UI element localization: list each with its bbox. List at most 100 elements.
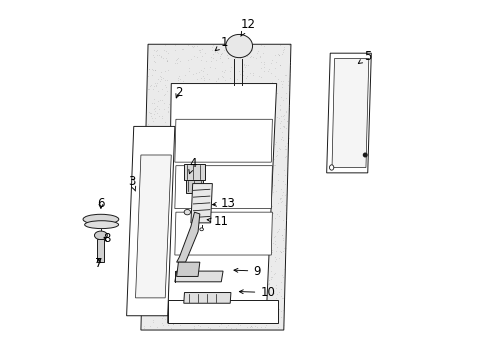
Point (239, 110, 246, 116)
Point (274, 306, 282, 312)
Point (261, 315, 268, 321)
Point (162, 230, 170, 235)
Point (224, 42, 231, 48)
Point (215, 140, 223, 146)
Point (272, 296, 280, 301)
Point (230, 99, 238, 105)
Point (281, 73, 289, 78)
Point (275, 116, 283, 121)
Point (224, 168, 232, 174)
Point (246, 53, 254, 59)
Point (181, 152, 188, 157)
Point (273, 152, 281, 158)
Point (203, 324, 211, 329)
Point (201, 242, 208, 247)
Point (254, 233, 262, 238)
Point (218, 50, 225, 56)
Point (138, 309, 145, 314)
Point (156, 261, 164, 266)
Point (264, 197, 272, 203)
Point (158, 267, 165, 273)
Point (259, 121, 266, 126)
Point (244, 136, 252, 142)
Point (241, 123, 249, 129)
Point (239, 271, 246, 277)
Point (175, 115, 183, 121)
Point (281, 72, 289, 77)
Point (278, 137, 286, 143)
Point (273, 149, 281, 154)
Point (262, 251, 269, 257)
Point (143, 243, 151, 249)
Point (150, 96, 158, 102)
Point (189, 139, 197, 145)
Point (211, 258, 219, 264)
Point (231, 199, 239, 205)
Point (237, 144, 245, 149)
Text: 5: 5 (358, 50, 371, 63)
Point (141, 260, 149, 266)
Point (217, 98, 224, 103)
Point (154, 290, 162, 296)
Point (185, 300, 193, 306)
Point (228, 268, 236, 274)
Point (144, 233, 152, 239)
Point (179, 203, 186, 209)
Point (267, 183, 275, 189)
Point (229, 117, 237, 122)
Point (245, 100, 253, 106)
Point (223, 306, 231, 311)
Point (261, 120, 269, 125)
Point (258, 179, 266, 184)
Point (225, 315, 233, 320)
Point (241, 235, 248, 240)
Point (161, 77, 169, 82)
Point (198, 221, 206, 227)
Point (256, 65, 264, 71)
Point (259, 243, 266, 249)
Point (263, 92, 271, 98)
Point (156, 126, 163, 131)
Point (157, 54, 164, 59)
Point (151, 82, 159, 88)
Point (154, 240, 162, 246)
Point (218, 282, 225, 288)
Point (168, 221, 176, 227)
Point (239, 72, 246, 78)
Point (209, 189, 217, 195)
Point (250, 324, 258, 329)
Point (140, 303, 147, 309)
Point (225, 253, 233, 259)
Point (152, 150, 160, 156)
Point (199, 77, 207, 83)
Point (214, 96, 222, 102)
Point (228, 280, 236, 285)
Point (182, 108, 190, 114)
Point (183, 42, 191, 48)
Point (240, 53, 247, 58)
Point (147, 267, 155, 273)
Point (179, 294, 186, 300)
Point (231, 258, 239, 264)
Polygon shape (167, 84, 276, 323)
Point (258, 178, 265, 184)
Point (262, 128, 270, 134)
Point (217, 217, 224, 223)
Point (270, 319, 278, 325)
Point (171, 222, 179, 228)
Point (239, 125, 247, 130)
Point (212, 319, 220, 324)
Point (232, 297, 240, 303)
Point (246, 96, 254, 102)
Point (281, 181, 289, 186)
Point (203, 273, 211, 279)
Point (269, 182, 277, 188)
Point (262, 210, 270, 215)
Point (171, 234, 179, 239)
Point (284, 135, 292, 141)
Point (237, 89, 245, 94)
Point (188, 169, 196, 175)
Point (170, 173, 178, 179)
Point (218, 73, 226, 79)
Ellipse shape (329, 165, 333, 170)
